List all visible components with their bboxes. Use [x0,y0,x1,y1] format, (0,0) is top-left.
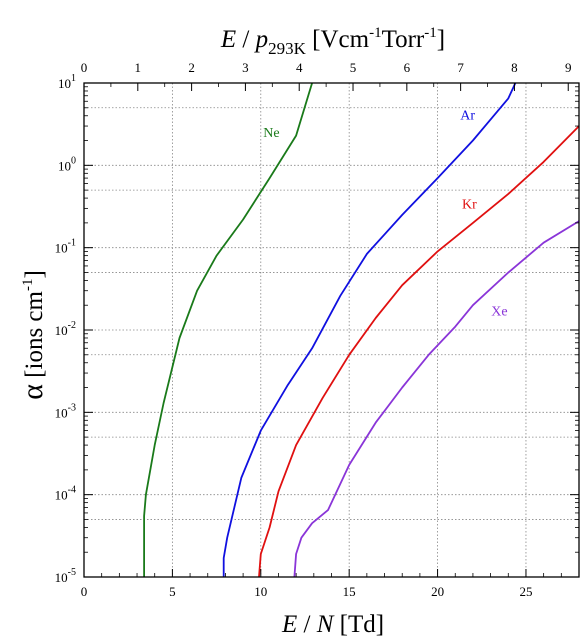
x2-tick-label: 1 [135,60,142,75]
x-tick-label: 10 [254,584,267,599]
x2-tick-label: 0 [81,60,88,75]
y-tick-label: 10-2 [55,320,76,338]
y-tick-label: 10-4 [55,485,76,503]
x2-tick-label: 3 [242,60,249,75]
tick-labels: 0 5 10 15 20 25 0 1 2 3 4 5 6 7 8 9 101 100 10-1 10-2 10-3 10… [55,60,572,599]
series-line-xe [293,220,580,578]
x2-tick-label: 2 [188,60,195,75]
series-line-ne [143,82,313,577]
series-label-ar: Ar [460,109,475,124]
series-label-xe: Xe [491,305,507,320]
y-tick-label: 100 [58,155,76,173]
y-tick-label: 10-1 [55,238,76,256]
x2-axis-title: E / p293K [Vcm-1Torr-1] [220,25,445,58]
series-label-kr: Kr [462,197,477,212]
y-tick-label: 10-5 [55,567,76,585]
x-tick-label: 20 [431,584,444,599]
x-tick-label: 25 [519,584,532,599]
x2-tick-label: 5 [350,60,357,75]
tick-marks [83,82,579,578]
x-tick-label: 0 [81,584,88,599]
x-tick-label: 15 [343,584,356,599]
series-labels: Ne Ar Kr Xe [263,109,507,320]
x2-tick-label: 6 [404,60,411,75]
series-label-ne: Ne [263,126,279,141]
y-tick-label: 10-3 [55,402,76,420]
y-tick-label: 101 [58,73,76,91]
series-line-ar [222,82,517,577]
x2-tick-label: 9 [565,60,572,75]
y-axis-title: α [ions cm-1] [16,270,49,400]
x2-tick-label: 8 [511,60,518,75]
series-lines [143,82,580,578]
series-line-kr [258,125,580,578]
x2-tick-label: 4 [296,60,303,75]
x-axis-title: E / N [Td] [281,611,384,638]
x2-tick-label: 7 [457,60,464,75]
x-tick-label: 5 [169,584,176,599]
